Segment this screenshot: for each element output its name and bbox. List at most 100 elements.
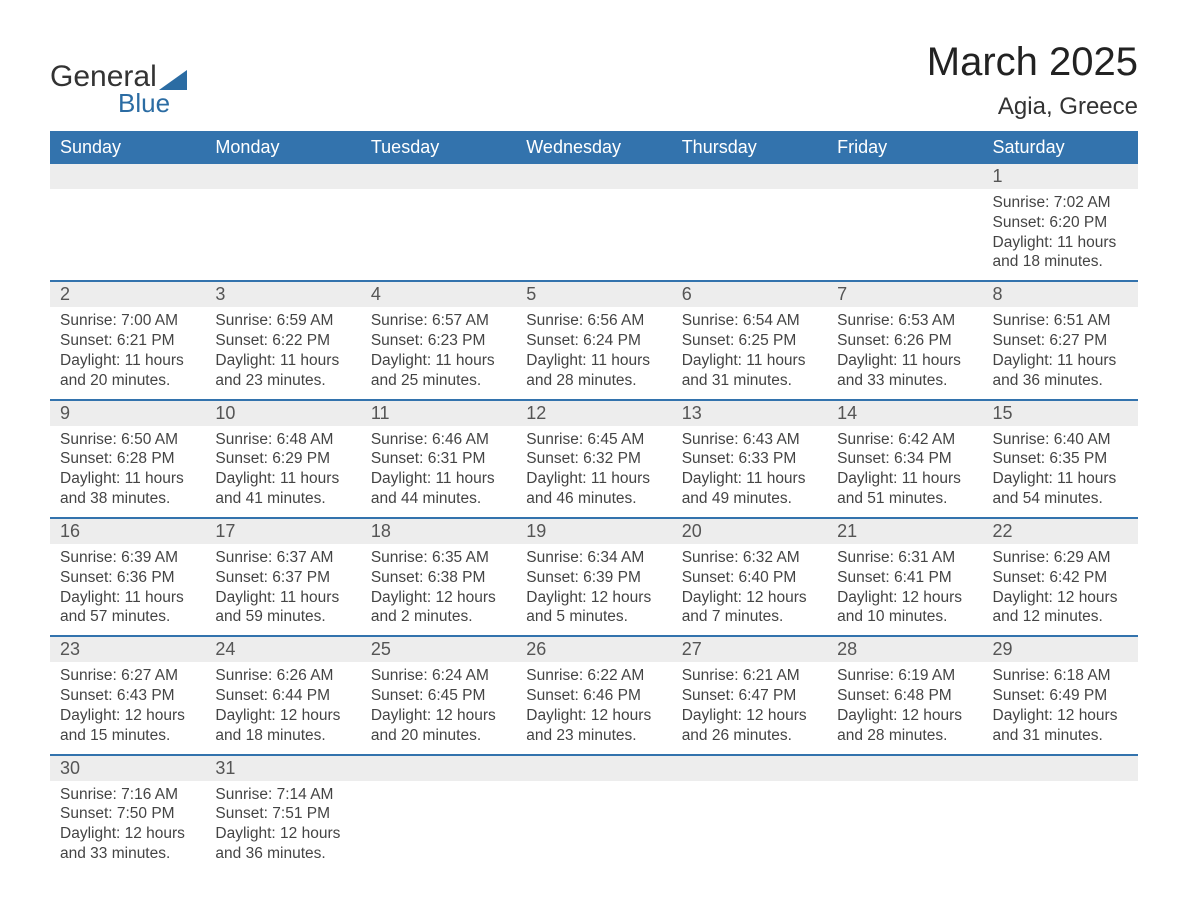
day-details: Sunrise: 6:59 AMSunset: 6:22 PMDaylight:… (205, 307, 360, 398)
sunset-line: Sunset: 6:23 PM (371, 331, 506, 351)
day-number: 2 (50, 282, 205, 307)
calendar-cell: 10Sunrise: 6:48 AMSunset: 6:29 PMDayligh… (205, 400, 360, 518)
calendar-cell (50, 164, 205, 281)
day-details: Sunrise: 6:29 AMSunset: 6:42 PMDaylight:… (983, 544, 1138, 635)
day-details: Sunrise: 7:14 AMSunset: 7:51 PMDaylight:… (205, 781, 360, 872)
logo-triangle-icon (159, 70, 187, 90)
day-details (827, 781, 982, 813)
sunset-line: Sunset: 6:46 PM (526, 686, 661, 706)
daylight-line-2: and 46 minutes. (526, 489, 661, 509)
day-details (516, 189, 671, 221)
day-number: 25 (361, 637, 516, 662)
sunset-line: Sunset: 7:50 PM (60, 804, 195, 824)
calendar-cell: 28Sunrise: 6:19 AMSunset: 6:48 PMDayligh… (827, 636, 982, 754)
sunset-line: Sunset: 7:51 PM (215, 804, 350, 824)
daylight-line-2: and 18 minutes. (215, 726, 350, 746)
daylight-line-1: Daylight: 11 hours (371, 351, 506, 371)
calendar-cell: 18Sunrise: 6:35 AMSunset: 6:38 PMDayligh… (361, 518, 516, 636)
day-details (827, 189, 982, 221)
daylight-line-1: Daylight: 11 hours (60, 351, 195, 371)
calendar-cell (983, 755, 1138, 872)
daylight-line-1: Daylight: 12 hours (60, 824, 195, 844)
daylight-line-2: and 36 minutes. (215, 844, 350, 864)
sunrise-line: Sunrise: 6:18 AM (993, 666, 1128, 686)
calendar-cell: 19Sunrise: 6:34 AMSunset: 6:39 PMDayligh… (516, 518, 671, 636)
day-details: Sunrise: 6:35 AMSunset: 6:38 PMDaylight:… (361, 544, 516, 635)
sunrise-line: Sunrise: 6:40 AM (993, 430, 1128, 450)
day-number: 7 (827, 282, 982, 307)
day-number (205, 164, 360, 189)
day-details: Sunrise: 7:00 AMSunset: 6:21 PMDaylight:… (50, 307, 205, 398)
daylight-line-1: Daylight: 11 hours (60, 469, 195, 489)
daylight-line-1: Daylight: 11 hours (837, 469, 972, 489)
weekday-header: Thursday (672, 131, 827, 164)
day-details (205, 189, 360, 221)
sunrise-line: Sunrise: 6:32 AM (682, 548, 817, 568)
day-details: Sunrise: 6:22 AMSunset: 6:46 PMDaylight:… (516, 662, 671, 753)
daylight-line-2: and 15 minutes. (60, 726, 195, 746)
day-number: 29 (983, 637, 1138, 662)
header: General Blue March 2025 Agia, Greece (50, 40, 1138, 121)
calendar-cell: 3Sunrise: 6:59 AMSunset: 6:22 PMDaylight… (205, 281, 360, 399)
day-number (50, 164, 205, 189)
day-details: Sunrise: 6:26 AMSunset: 6:44 PMDaylight:… (205, 662, 360, 753)
calendar-week-row: 30Sunrise: 7:16 AMSunset: 7:50 PMDayligh… (50, 755, 1138, 872)
daylight-line-2: and 59 minutes. (215, 607, 350, 627)
day-number: 24 (205, 637, 360, 662)
day-number (827, 164, 982, 189)
daylight-line-1: Daylight: 11 hours (837, 351, 972, 371)
day-number: 8 (983, 282, 1138, 307)
calendar-cell: 9Sunrise: 6:50 AMSunset: 6:28 PMDaylight… (50, 400, 205, 518)
sunrise-line: Sunrise: 6:31 AM (837, 548, 972, 568)
daylight-line-1: Daylight: 11 hours (526, 351, 661, 371)
calendar-cell: 11Sunrise: 6:46 AMSunset: 6:31 PMDayligh… (361, 400, 516, 518)
sunrise-line: Sunrise: 6:51 AM (993, 311, 1128, 331)
daylight-line-2: and 12 minutes. (993, 607, 1128, 627)
day-details (50, 189, 205, 221)
sunrise-line: Sunrise: 6:57 AM (371, 311, 506, 331)
day-number (361, 164, 516, 189)
calendar-cell: 15Sunrise: 6:40 AMSunset: 6:35 PMDayligh… (983, 400, 1138, 518)
calendar-cell (361, 755, 516, 872)
day-number (827, 756, 982, 781)
sunrise-line: Sunrise: 7:02 AM (993, 193, 1128, 213)
day-number: 21 (827, 519, 982, 544)
sunset-line: Sunset: 6:26 PM (837, 331, 972, 351)
sunset-line: Sunset: 6:28 PM (60, 449, 195, 469)
calendar-cell: 21Sunrise: 6:31 AMSunset: 6:41 PMDayligh… (827, 518, 982, 636)
sunrise-line: Sunrise: 6:48 AM (215, 430, 350, 450)
daylight-line-1: Daylight: 12 hours (526, 588, 661, 608)
weekday-header: Wednesday (516, 131, 671, 164)
calendar-cell: 20Sunrise: 6:32 AMSunset: 6:40 PMDayligh… (672, 518, 827, 636)
daylight-line-1: Daylight: 12 hours (371, 706, 506, 726)
daylight-line-1: Daylight: 12 hours (993, 706, 1128, 726)
weekday-header: Saturday (983, 131, 1138, 164)
sunset-line: Sunset: 6:27 PM (993, 331, 1128, 351)
daylight-line-2: and 28 minutes. (837, 726, 972, 746)
day-details: Sunrise: 6:57 AMSunset: 6:23 PMDaylight:… (361, 307, 516, 398)
day-number (672, 164, 827, 189)
weekday-header: Sunday (50, 131, 205, 164)
day-details (516, 781, 671, 813)
day-number: 31 (205, 756, 360, 781)
calendar-cell: 17Sunrise: 6:37 AMSunset: 6:37 PMDayligh… (205, 518, 360, 636)
daylight-line-2: and 20 minutes. (60, 371, 195, 391)
sunset-line: Sunset: 6:34 PM (837, 449, 972, 469)
sunrise-line: Sunrise: 6:26 AM (215, 666, 350, 686)
day-number: 23 (50, 637, 205, 662)
daylight-line-1: Daylight: 11 hours (682, 469, 817, 489)
daylight-line-1: Daylight: 12 hours (993, 588, 1128, 608)
day-details: Sunrise: 7:02 AMSunset: 6:20 PMDaylight:… (983, 189, 1138, 280)
sunrise-line: Sunrise: 6:42 AM (837, 430, 972, 450)
day-number (672, 756, 827, 781)
sunrise-line: Sunrise: 6:19 AM (837, 666, 972, 686)
daylight-line-1: Daylight: 12 hours (215, 824, 350, 844)
calendar-cell: 14Sunrise: 6:42 AMSunset: 6:34 PMDayligh… (827, 400, 982, 518)
calendar-cell: 23Sunrise: 6:27 AMSunset: 6:43 PMDayligh… (50, 636, 205, 754)
day-details: Sunrise: 6:34 AMSunset: 6:39 PMDaylight:… (516, 544, 671, 635)
sunset-line: Sunset: 6:43 PM (60, 686, 195, 706)
day-details: Sunrise: 6:37 AMSunset: 6:37 PMDaylight:… (205, 544, 360, 635)
calendar-cell (827, 164, 982, 281)
calendar-week-row: 1Sunrise: 7:02 AMSunset: 6:20 PMDaylight… (50, 164, 1138, 281)
calendar-cell (672, 164, 827, 281)
